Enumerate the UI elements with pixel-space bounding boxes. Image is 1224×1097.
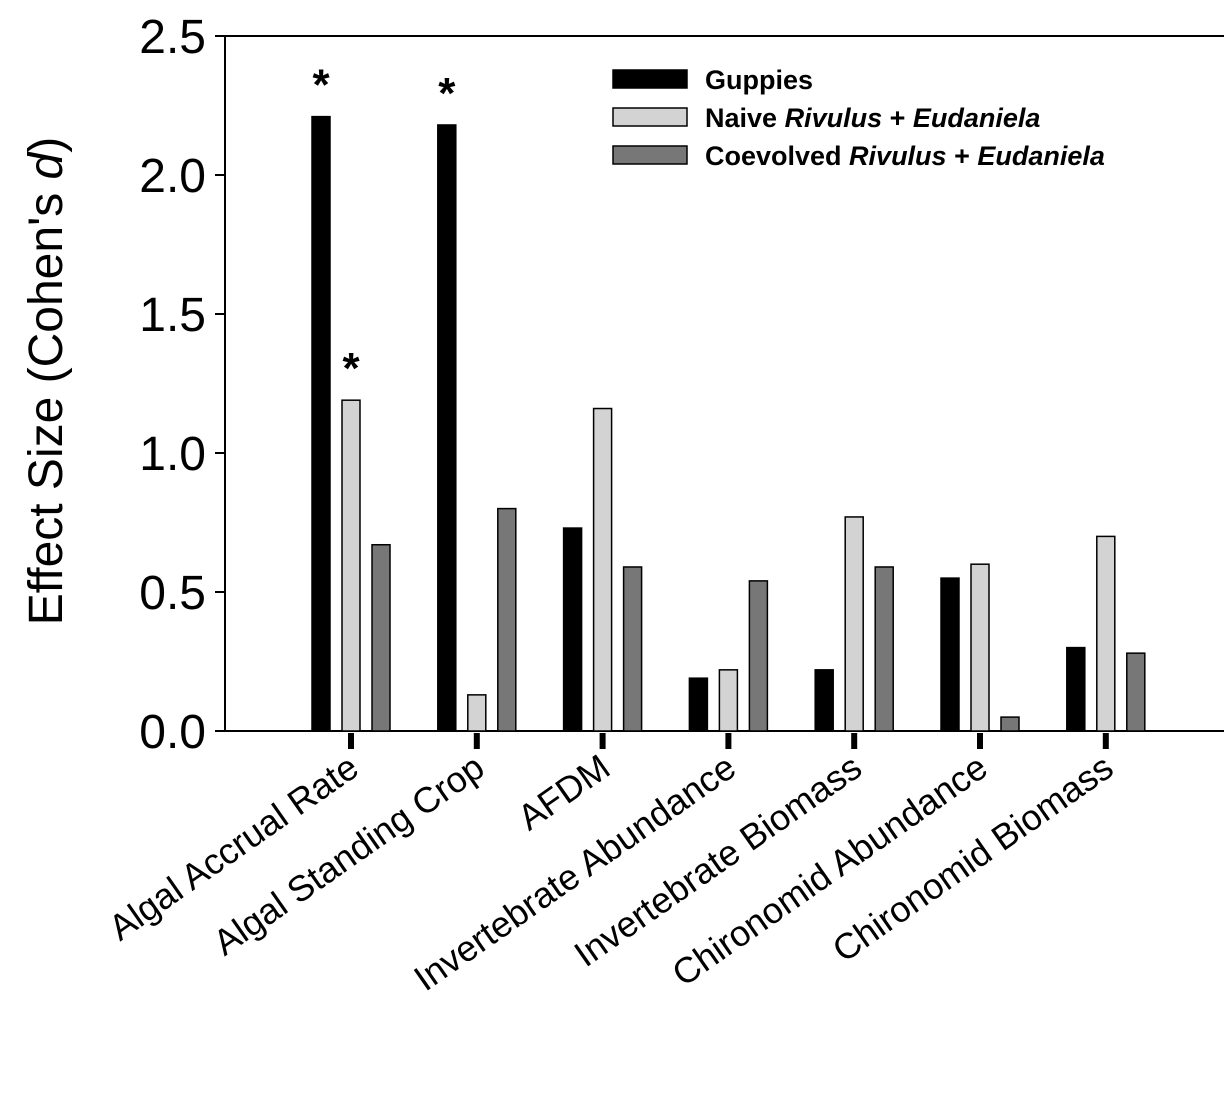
bar [437,124,457,732]
legend-label-part: Coevolved [705,141,849,171]
legend-label-part: Guppies [705,65,813,95]
legend-swatch [612,145,688,165]
bar [1126,652,1146,732]
bar [874,566,894,732]
legend-label-part: + [882,103,913,133]
y-tick-label: 2.5 [139,11,206,64]
legend-label: Coevolved Rivulus + Eudaniela [705,141,1105,171]
y-axis-label: Effect Size (Cohen's d) [20,137,73,626]
y-tick-label: 0.5 [139,567,206,620]
bar [844,516,864,732]
bar [718,669,739,732]
bar [467,694,487,732]
legend-swatch [612,107,688,127]
bar [497,507,517,732]
x-tick [725,733,732,749]
y-axis-label-part-3: ) [20,137,73,153]
significance-marker: * [342,344,360,393]
y-tick-label: 2.0 [139,150,206,203]
y-tick-label: 0.0 [139,706,206,759]
y-axis-label-part-2: d [20,151,73,179]
x-tick [348,733,354,749]
bar [371,543,391,732]
x-tick-label: AFDM [510,746,617,838]
y-tick-label: 1.5 [139,289,206,342]
legend-label: Guppies [705,65,813,95]
x-tick [473,733,480,749]
bar [562,527,583,732]
x-tick [599,733,606,749]
bar [311,115,331,732]
legend-swatch [612,69,688,89]
bar [1000,716,1020,732]
legend-label-part: + [947,141,978,171]
y-tick-label: 1.0 [139,428,206,481]
significance-marker: * [312,61,330,110]
bar [814,669,834,732]
x-tick [977,733,983,749]
legend-label: Naive Rivulus + Eudaniela [705,103,1040,133]
x-tick [1102,733,1109,749]
bar [341,399,361,732]
legend-label-part: Naive [705,103,785,133]
legend-label-part: Eudaniela [913,103,1041,133]
bar [688,677,709,732]
y-axis-label-part-1: Effect Size (Cohen's [20,179,73,625]
legend-label-part: Rivulus [849,141,947,171]
legend-label-part: Eudaniela [977,141,1105,171]
legend-label-part: Rivulus [785,103,883,133]
significance-marker: * [438,69,456,118]
bar [970,563,990,732]
bar [622,566,643,732]
bar [1066,646,1086,732]
bar [592,407,613,732]
x-tick [851,733,858,749]
bar [1096,535,1116,732]
bar [748,580,769,732]
bar [940,577,960,732]
